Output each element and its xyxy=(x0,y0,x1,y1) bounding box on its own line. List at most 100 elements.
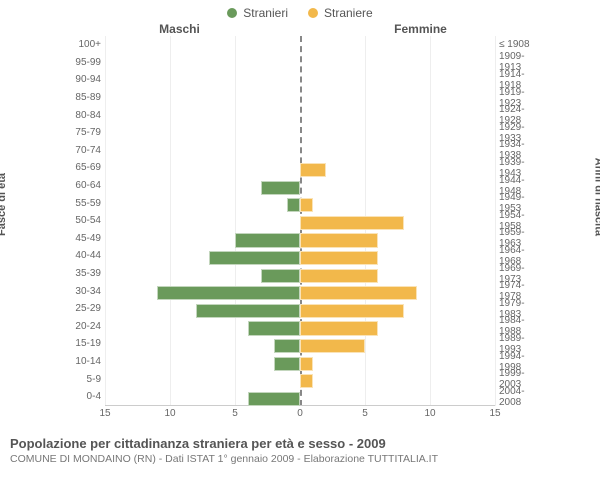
pyramid-row: 55-591949-1953 xyxy=(59,194,541,212)
male-bar xyxy=(196,304,300,318)
female-half xyxy=(300,71,495,89)
male-bar xyxy=(235,233,300,247)
birth-year-label: ≤ 1908 xyxy=(495,39,541,50)
female-half xyxy=(300,142,495,160)
male-half xyxy=(105,300,300,318)
pyramid-plot: Fasce di età Anni di nascita 15105051015… xyxy=(0,36,600,436)
male-half xyxy=(105,159,300,177)
male-bar xyxy=(287,198,300,212)
female-half xyxy=(300,230,495,248)
male-half xyxy=(105,388,300,406)
x-axis: 15105051015 xyxy=(105,405,495,426)
caption-title: Popolazione per cittadinanza straniera p… xyxy=(10,436,590,451)
pyramid-row: 35-391969-1973 xyxy=(59,265,541,283)
y-axis-label-left: Fasce di età xyxy=(0,173,8,236)
male-half xyxy=(105,282,300,300)
pyramid-row: 50-541954-1958 xyxy=(59,212,541,230)
female-bar xyxy=(300,286,417,300)
female-half xyxy=(300,124,495,142)
female-half xyxy=(300,89,495,107)
male-bar xyxy=(261,181,300,195)
female-bar xyxy=(300,163,326,177)
female-half xyxy=(300,318,495,336)
pyramid-row: 100+≤ 1908 xyxy=(59,36,541,54)
female-half xyxy=(300,54,495,72)
female-bar xyxy=(300,251,378,265)
age-label: 55-59 xyxy=(59,198,105,209)
male-bar xyxy=(274,339,300,353)
female-half xyxy=(300,106,495,124)
male-bar xyxy=(209,251,300,265)
header-right: Femmine xyxy=(300,22,541,36)
age-label: 80-84 xyxy=(59,110,105,121)
female-half xyxy=(300,212,495,230)
pyramid-row: 40-441964-1968 xyxy=(59,247,541,265)
male-half xyxy=(105,106,300,124)
female-bar xyxy=(300,339,365,353)
female-half xyxy=(300,265,495,283)
male-half xyxy=(105,71,300,89)
x-tick: 10 xyxy=(424,408,435,419)
x-tick: 15 xyxy=(489,408,500,419)
male-bar xyxy=(261,269,300,283)
x-tick: 5 xyxy=(232,408,238,419)
header-left: Maschi xyxy=(59,22,300,36)
female-half xyxy=(300,36,495,54)
female-swatch xyxy=(308,8,318,18)
female-half xyxy=(300,159,495,177)
pyramid-row: 15-191989-1993 xyxy=(59,335,541,353)
pyramid-row: 20-241984-1988 xyxy=(59,318,541,336)
pyramid-row: 30-341974-1978 xyxy=(59,282,541,300)
female-half xyxy=(300,388,495,406)
pyramid-row: 0-4 2004-2008 xyxy=(59,388,541,406)
male-bar xyxy=(248,321,300,335)
legend: Stranieri Straniere xyxy=(0,0,600,20)
male-half xyxy=(105,89,300,107)
age-label: 45-49 xyxy=(59,233,105,244)
age-label: 25-29 xyxy=(59,303,105,314)
age-label: 0-4 xyxy=(59,391,105,402)
y-axis-label-right: Anni di nascita xyxy=(592,158,600,236)
male-half xyxy=(105,265,300,283)
age-label: 10-14 xyxy=(59,356,105,367)
legend-item-female: Straniere xyxy=(308,6,373,20)
male-bar xyxy=(274,357,300,371)
female-half xyxy=(300,370,495,388)
x-tick: 15 xyxy=(99,408,110,419)
female-bar xyxy=(300,233,378,247)
female-half xyxy=(300,282,495,300)
pyramid-row: 90-941914-1918 xyxy=(59,71,541,89)
male-half xyxy=(105,370,300,388)
x-tick: 10 xyxy=(164,408,175,419)
female-half xyxy=(300,247,495,265)
female-bar xyxy=(300,374,313,388)
pyramid-row: 75-791929-1933 xyxy=(59,124,541,142)
age-label: 30-34 xyxy=(59,286,105,297)
female-bar xyxy=(300,198,313,212)
male-swatch xyxy=(227,8,237,18)
male-bar xyxy=(157,286,300,300)
male-half xyxy=(105,124,300,142)
male-half xyxy=(105,142,300,160)
pyramid-row: 45-491959-1963 xyxy=(59,230,541,248)
male-half xyxy=(105,318,300,336)
age-label: 95-99 xyxy=(59,57,105,68)
pyramid-row: 70-741934-1938 xyxy=(59,142,541,160)
female-half xyxy=(300,194,495,212)
legend-label-male: Stranieri xyxy=(243,6,288,20)
pyramid-row: 10-141994-1998 xyxy=(59,353,541,371)
caption-subtitle: COMUNE DI MONDAINO (RN) - Dati ISTAT 1° … xyxy=(10,453,590,465)
pyramid-row: 5-91999-2003 xyxy=(59,370,541,388)
male-half xyxy=(105,212,300,230)
female-bar xyxy=(300,304,404,318)
pyramid-row: 85-891919-1923 xyxy=(59,89,541,107)
female-half xyxy=(300,177,495,195)
birth-year-label: 2004-2008 xyxy=(495,386,541,408)
female-bar xyxy=(300,216,404,230)
age-label: 20-24 xyxy=(59,321,105,332)
pyramid-row: 95-991909-1913 xyxy=(59,54,541,72)
age-label: 5-9 xyxy=(59,374,105,385)
age-label: 65-69 xyxy=(59,162,105,173)
pyramid-row: 25-291979-1983 xyxy=(59,300,541,318)
male-half xyxy=(105,177,300,195)
